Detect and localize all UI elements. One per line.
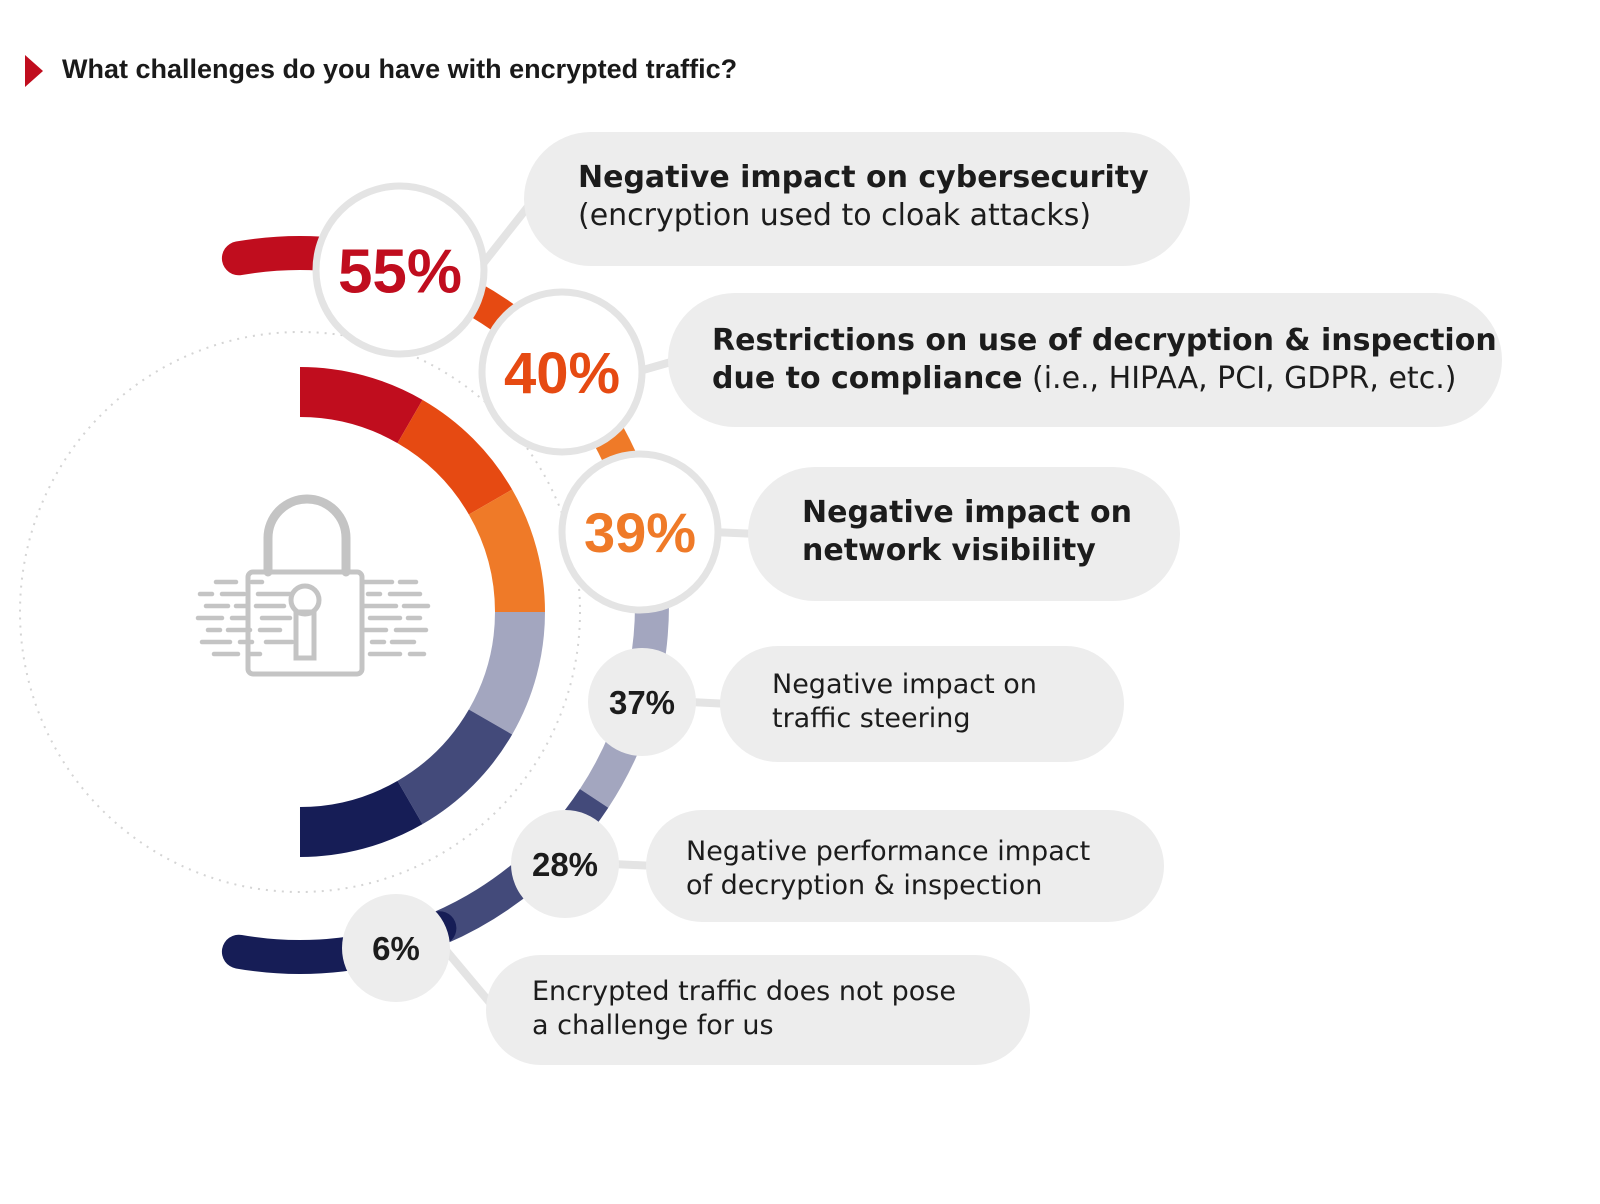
value-badge <box>312 182 488 358</box>
value-label: 28% <box>532 846 598 883</box>
category-label: Negative impact on cybersecurity <box>578 160 1149 195</box>
dotted-guide-circle <box>19 331 581 893</box>
category-label: Negative impact on <box>802 495 1132 530</box>
callout-pill <box>524 132 1190 266</box>
title-marker-icon <box>25 55 43 87</box>
callout-pill <box>720 646 1124 762</box>
value-badge <box>588 648 696 756</box>
value-badge <box>511 810 619 918</box>
padlock-icon <box>195 494 431 677</box>
inner-ring-segment <box>397 399 513 515</box>
inner-ring-segment <box>299 367 423 444</box>
category-label: traffic steering <box>772 703 971 734</box>
value-label: 37% <box>609 684 675 721</box>
value-label: 55% <box>338 237 462 306</box>
callouts: Negative impact on cybersecurity(encrypt… <box>312 132 1502 1065</box>
value-badge <box>558 450 722 614</box>
callout-pill <box>748 467 1180 601</box>
header: What challenges do you have with encrypt… <box>25 54 737 87</box>
value-label: 39% <box>584 501 696 564</box>
inner-ring-segment <box>468 489 545 613</box>
category-label: due to compliance (i.e., HIPAA, PCI, GDP… <box>712 361 1456 396</box>
inner-ring <box>19 331 581 893</box>
category-label: Negative performance impact <box>686 836 1090 867</box>
question-title: What challenges do you have with encrypt… <box>62 54 737 84</box>
inner-ring-segment <box>397 709 513 825</box>
inner-ring-segment <box>299 780 423 857</box>
value-badge <box>342 894 450 1002</box>
category-label: network visibility <box>802 533 1096 568</box>
value-badge <box>478 288 646 456</box>
callout-connector <box>474 196 538 273</box>
category-label: Negative impact on <box>772 669 1037 700</box>
inner-ring-segment <box>468 611 545 735</box>
category-label: a challenge for us <box>532 1010 774 1041</box>
category-label: Encrypted traffic does not pose <box>532 976 956 1007</box>
callout-pill <box>668 293 1502 427</box>
category-label: of decryption & inspection <box>686 870 1042 901</box>
category-label: (encryption used to cloak attacks) <box>578 198 1091 233</box>
callout-pill <box>486 955 1030 1065</box>
callout-pill <box>646 810 1164 922</box>
callout-item: Negative impact on cybersecurity(encrypt… <box>312 132 1190 358</box>
category-label: Restrictions on use of decryption & insp… <box>712 323 1497 358</box>
value-label: 40% <box>504 341 620 406</box>
callout-item: Restrictions on use of decryption & insp… <box>478 288 1502 456</box>
value-label: 6% <box>372 930 420 967</box>
